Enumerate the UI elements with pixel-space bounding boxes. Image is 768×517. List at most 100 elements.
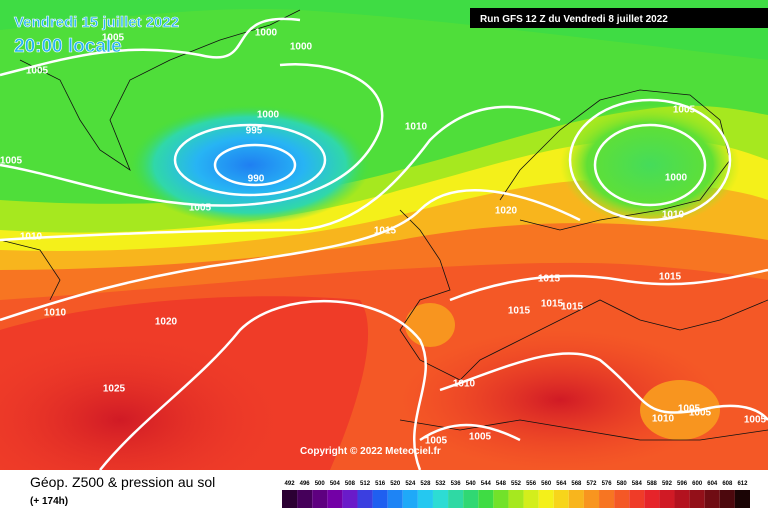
legend-swatch xyxy=(689,490,705,508)
low xyxy=(130,105,370,225)
legend-swatch xyxy=(674,490,690,508)
isobar-label: 1005 xyxy=(678,404,701,415)
isobar-label: 1010 xyxy=(662,210,685,221)
legend-swatch xyxy=(734,490,750,508)
legend-swatch xyxy=(583,490,600,508)
warm-spot xyxy=(640,380,720,440)
legend-label: 588 xyxy=(647,481,658,487)
legend-label: 552 xyxy=(511,481,522,487)
legend-label: 560 xyxy=(541,481,552,487)
legend-swatch xyxy=(297,490,313,508)
legend-swatch xyxy=(719,490,735,508)
isobar-line xyxy=(0,105,561,242)
footer-title: Géop. Z500 & pression au sol xyxy=(30,474,215,490)
coastline xyxy=(0,9,768,441)
isobar-label: 1015 xyxy=(374,226,397,237)
run-bar xyxy=(470,8,768,28)
legend-label: 496 xyxy=(300,481,311,487)
legend-label: 608 xyxy=(722,481,733,487)
valid-time: 20:00 locale xyxy=(14,36,122,57)
legend-swatch xyxy=(538,490,554,508)
legend-label: 516 xyxy=(375,481,386,487)
legend-label: 532 xyxy=(436,481,447,487)
isobar-label: 1020 xyxy=(495,206,518,217)
isobar-label: 1005 xyxy=(469,432,492,443)
legend-swatch xyxy=(523,490,539,508)
isobar-label: 1015 xyxy=(541,299,564,310)
valid-date: Vendredi 15 juillet 2022 xyxy=(14,14,179,31)
heat xyxy=(400,330,720,470)
isobar-label: 1010 xyxy=(20,232,43,243)
legend-swatch xyxy=(493,490,509,508)
legend-swatch xyxy=(568,490,584,508)
isobar-line xyxy=(593,123,707,207)
legend-swatch xyxy=(659,490,675,508)
legend-swatch xyxy=(372,490,388,508)
legend-label: 596 xyxy=(677,481,688,487)
legend-swatch xyxy=(644,490,660,508)
legend-label: 544 xyxy=(481,481,492,487)
legend-label: 512 xyxy=(360,481,371,487)
isobar-line xyxy=(568,98,732,222)
isobar-label: 1010 xyxy=(453,379,476,390)
legend-swatch xyxy=(704,490,720,508)
legend-label: 500 xyxy=(315,481,326,487)
isobar-label: 1015 xyxy=(659,272,682,283)
legend-label: 564 xyxy=(556,481,567,487)
legend-label: 540 xyxy=(466,481,477,487)
isobar-label: 1010 xyxy=(44,308,67,319)
low xyxy=(560,105,740,225)
isobar-label: 1025 xyxy=(103,384,126,395)
isobar-label: 1005 xyxy=(744,415,767,426)
isobar-line xyxy=(0,17,301,77)
isobar-labels: 1000100010051005100099599010101005100510… xyxy=(0,28,767,447)
legend-swatch xyxy=(387,490,403,508)
legend-label: 528 xyxy=(420,481,431,487)
run-info: Run GFS 12 Z du Vendredi 8 juillet 2022 xyxy=(480,14,668,25)
isobar-label: 1020 xyxy=(155,317,178,328)
isobar-label: 1000 xyxy=(665,173,688,184)
color-legend: 492 496 500 504 508 512 516 520 524 528 532 536 540 5… xyxy=(282,481,750,508)
legend-label: 504 xyxy=(330,481,341,487)
legend-swatch xyxy=(614,490,630,508)
isobar-line xyxy=(213,143,297,187)
isobar-label: 1000 xyxy=(255,28,278,39)
isobar-label: 1005 xyxy=(425,436,448,447)
legend-label: 508 xyxy=(345,481,356,487)
legend-label: 576 xyxy=(602,481,613,487)
isobar-label: 1000 xyxy=(257,110,280,121)
legend-label: 572 xyxy=(586,481,597,487)
legend-label: 580 xyxy=(617,481,628,487)
isobar-label: 1015 xyxy=(561,302,584,313)
isobar-label: 1015 xyxy=(508,306,531,317)
legend-label: 584 xyxy=(632,481,643,487)
legend-swatch xyxy=(629,490,645,508)
isobar-line xyxy=(419,423,521,442)
legend-label: 520 xyxy=(390,481,401,487)
isobar-label: 1005 xyxy=(0,156,23,167)
footer-lead: (+ 174h) xyxy=(30,496,68,507)
legend-label: 556 xyxy=(526,481,537,487)
legend-label: 600 xyxy=(692,481,703,487)
isobar-label: 1005 xyxy=(189,203,212,214)
legend-swatch xyxy=(357,490,373,508)
legend-swatch xyxy=(312,490,328,508)
isobar-label: 1000 xyxy=(290,42,313,53)
legend-label: 536 xyxy=(451,481,462,487)
legend-swatch xyxy=(402,490,418,508)
isobar-line xyxy=(99,299,427,471)
legend-swatch xyxy=(327,490,343,508)
legend-swatch xyxy=(478,490,494,508)
legend-label: 524 xyxy=(405,481,416,487)
isobar-label: 1005 xyxy=(102,33,125,44)
legend-swatch xyxy=(463,490,479,508)
isobar-line xyxy=(0,63,384,207)
isobar-line xyxy=(173,123,327,197)
isobar-label: 1005 xyxy=(26,66,49,77)
legend-label: 612 xyxy=(737,481,748,487)
warm-spot xyxy=(405,303,455,347)
legend-swatch xyxy=(282,490,298,508)
heat xyxy=(0,330,290,510)
isobar-label: 995 xyxy=(246,126,263,137)
isobar-label: 1005 xyxy=(689,408,712,419)
